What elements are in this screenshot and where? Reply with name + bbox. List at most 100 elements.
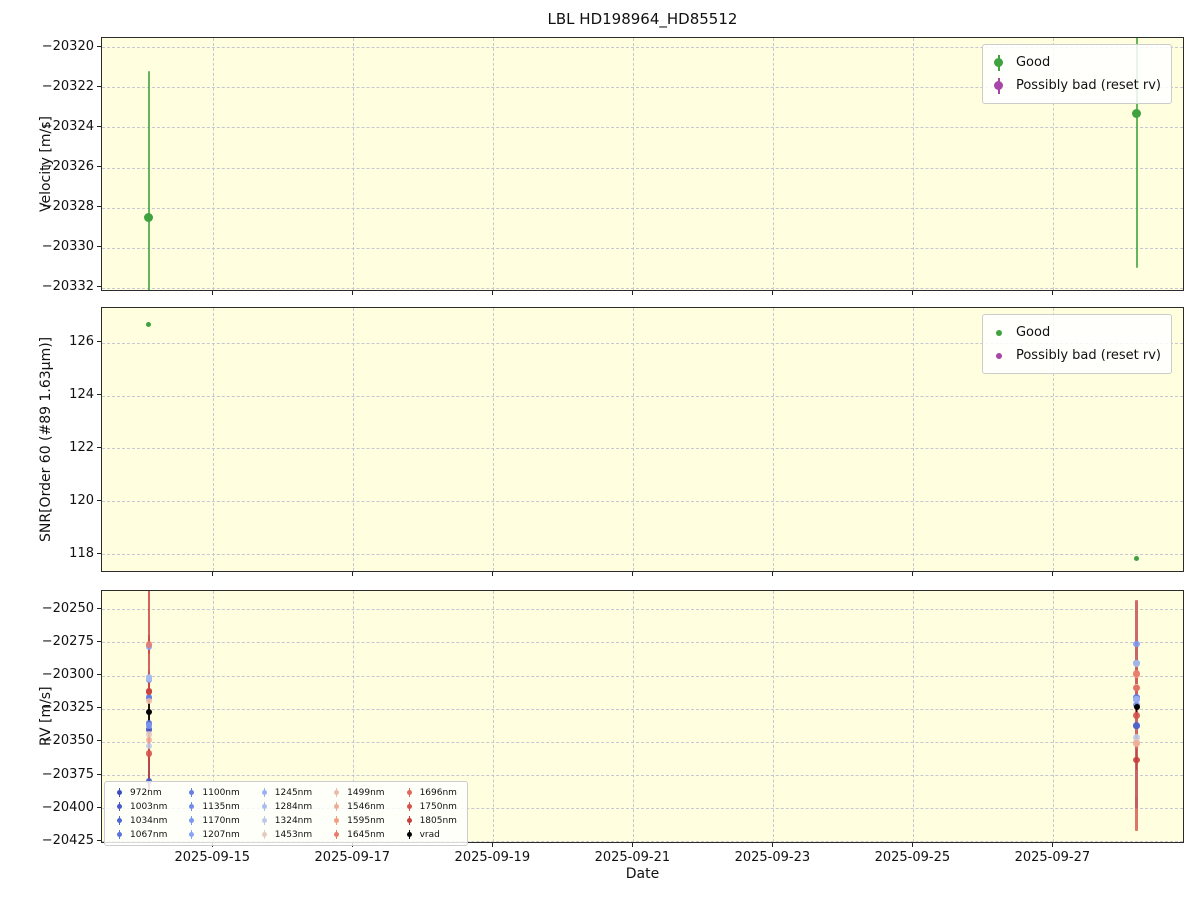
x-tick-mark (211, 291, 213, 295)
y-tick-mark (97, 125, 101, 127)
x-tick-label: 2025-09-21 (594, 850, 671, 865)
legend-item-1546nm: 1546nm (332, 800, 385, 813)
y-tick-label: −20326 (41, 159, 94, 174)
wavelength-marker-icon (187, 829, 196, 840)
y-tick-mark (97, 85, 101, 87)
y-gridline (102, 167, 1183, 169)
data-point-972nm (145, 726, 153, 733)
wavelength-marker-icon (260, 801, 269, 812)
y-tick-mark (97, 246, 101, 248)
legend-item-1003nm: 1003nm (115, 800, 167, 813)
wavelength-marker-icon (332, 829, 341, 840)
legend-item-1595nm: 1595nm (332, 814, 385, 827)
y-tick-label: −20350 (41, 733, 94, 749)
x-gridline (353, 38, 355, 290)
legend-item-1696nm: 1696nm (405, 786, 457, 799)
wavelength-marker-icon (332, 787, 341, 798)
x-tick-mark (631, 843, 633, 847)
plot-snr-area (102, 308, 1183, 571)
data-point-1324nm (1133, 734, 1140, 741)
x-tick-label: 2025-09-17 (314, 850, 391, 865)
x-tick-mark (631, 291, 633, 295)
legend-item-1207nm: 1207nm (187, 828, 240, 841)
legend-item-1645nm: 1645nm (332, 828, 385, 841)
data-point-1284nm (1133, 660, 1140, 667)
data-point-1805nm (1133, 756, 1140, 764)
good-errorbar-marker-icon (991, 54, 1007, 72)
x-tick-mark (631, 572, 633, 576)
legend-item-1067nm: 1067nm (115, 828, 167, 841)
legend-item-1453nm: 1453nm (260, 828, 312, 841)
x-tick-mark (491, 291, 493, 295)
y-tick-label: −20330 (41, 239, 94, 255)
legend-item-972nm: 972nm (115, 786, 167, 799)
data-point-vrad (1133, 704, 1140, 711)
x-axis-label: Date (625, 866, 660, 882)
x-tick-mark (911, 572, 913, 576)
wavelength-marker-icon (260, 815, 269, 826)
data-point-1546nm (145, 736, 153, 744)
data-point-1453nm (145, 731, 153, 738)
y-tick-label: −20325 (41, 700, 94, 716)
x-gridline (633, 591, 635, 842)
y-tick-label: −20332 (41, 279, 94, 295)
wavelength-marker-icon (332, 815, 341, 826)
legend-item-possibly-bad: Possibly bad (reset rv) (991, 74, 1161, 97)
y-tick-mark (97, 499, 101, 501)
y-tick-mark (97, 607, 101, 609)
x-gridline (493, 308, 495, 571)
y-gridline (102, 775, 1183, 777)
vrad-marker-icon (405, 829, 414, 840)
data-point-Good (146, 322, 152, 328)
legend-item-1100nm: 1100nm (187, 786, 240, 799)
x-gridline (213, 308, 215, 571)
wavelength-marker-icon (405, 787, 414, 798)
x-tick-label: 2025-09-15 (174, 850, 251, 865)
y-gridline (102, 554, 1183, 556)
data-point-1034nm (1133, 722, 1140, 729)
x-gridline (633, 308, 635, 571)
y-tick-label: −20275 (41, 633, 94, 649)
x-gridline (913, 38, 915, 290)
x-gridline (213, 591, 215, 842)
y-gridline (102, 127, 1183, 129)
wavelength-marker-icon (115, 815, 124, 826)
y-tick-label: −20328 (41, 199, 94, 215)
y-gridline (102, 675, 1183, 677)
wavelength-marker-icon (405, 801, 414, 812)
legend-velocity: Good Possibly bad (reset rv) (981, 44, 1172, 104)
y-tick-mark (97, 740, 101, 742)
data-point-1750nm (145, 750, 153, 757)
x-gridline (493, 38, 495, 290)
y-gridline (102, 841, 1183, 842)
wavelength-marker-icon (187, 787, 196, 798)
wavelength-marker-icon (115, 787, 124, 798)
y-tick-label: 126 (69, 334, 94, 350)
wavelength-marker-icon (405, 815, 414, 826)
data-point-Good (1132, 108, 1142, 118)
y-tick-mark (97, 707, 101, 709)
x-tick-label: 2025-09-23 (734, 850, 811, 865)
legend-item-possibly-bad: Possibly bad (reset rv) (991, 344, 1161, 367)
wavelength-marker-icon (187, 801, 196, 812)
x-gridline (773, 38, 775, 290)
y-gridline (102, 287, 1183, 289)
y-tick-label: 120 (69, 492, 94, 508)
legend-item-1324nm: 1324nm (260, 814, 312, 827)
possibly-bad-dot-marker-icon (991, 347, 1007, 365)
y-tick-mark (97, 446, 101, 448)
x-tick-label: 2025-09-25 (874, 850, 951, 865)
error-bar-Good (1135, 38, 1138, 268)
y-tick-label: 118 (69, 545, 94, 561)
y-gridline (102, 501, 1183, 503)
data-point-1645nm (1133, 670, 1140, 677)
data-point-Good (144, 213, 154, 223)
x-tick-mark (911, 291, 913, 295)
data-point-1324nm (145, 742, 153, 750)
legend-item-1750nm: 1750nm (405, 800, 457, 813)
y-tick-label: −20320 (41, 38, 94, 54)
wavelength-marker-icon (115, 829, 124, 840)
y-tick-mark (97, 674, 101, 676)
data-point-Good (1134, 555, 1140, 561)
y-gridline (102, 609, 1183, 611)
